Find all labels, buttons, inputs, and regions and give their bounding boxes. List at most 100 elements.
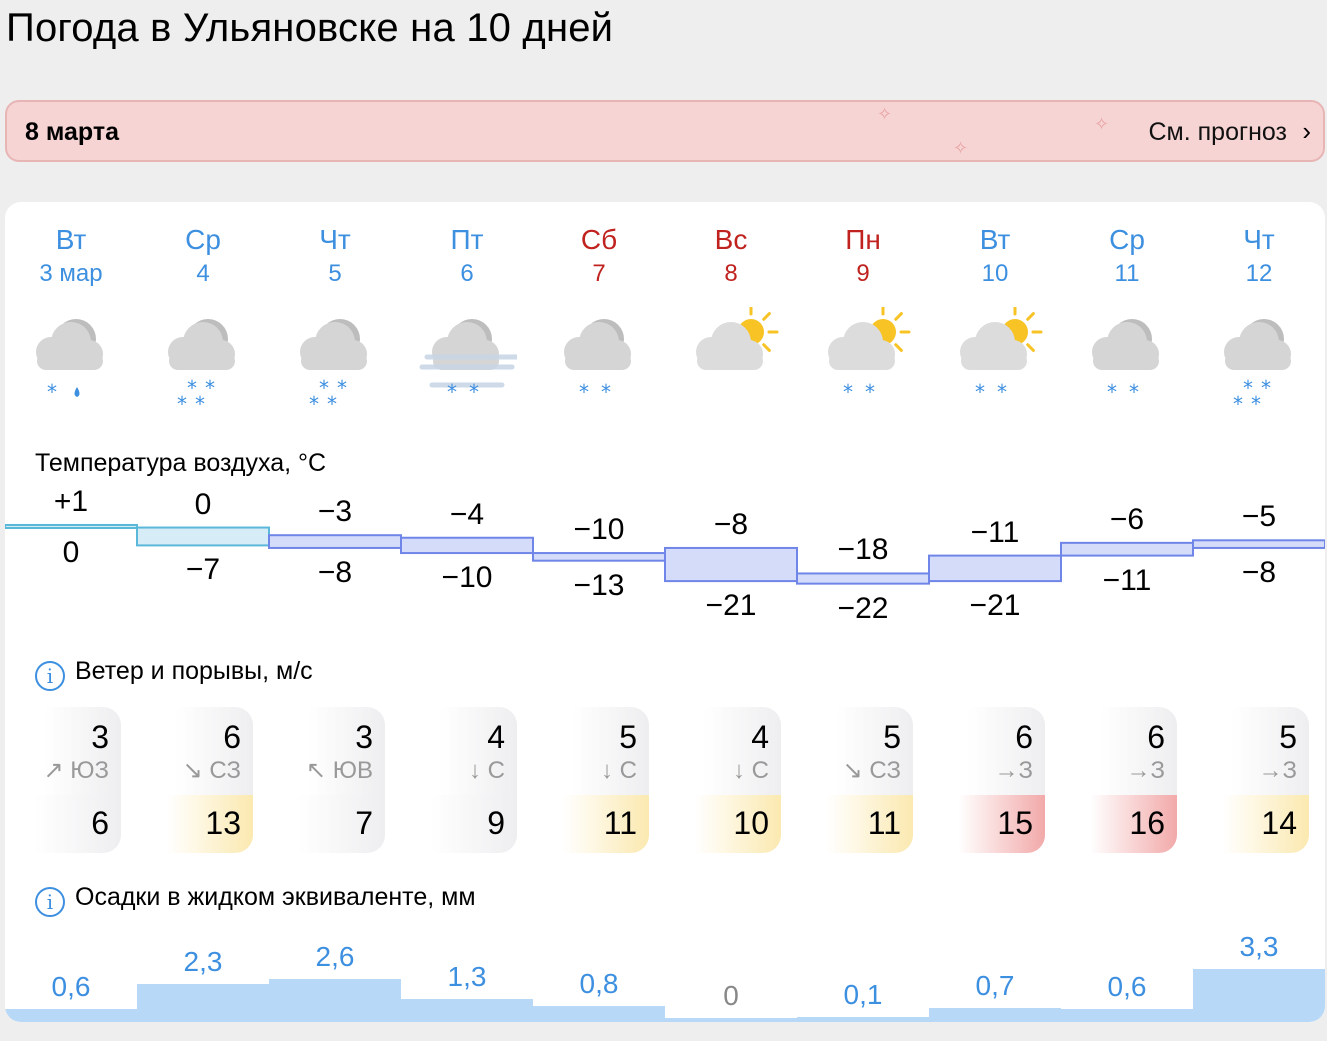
day-date: 10 — [981, 260, 1009, 287]
temp-band — [1192, 539, 1325, 549]
wind-card: 6 →З 15 — [949, 707, 1045, 853]
day-date: 4 — [196, 260, 210, 287]
info-icon[interactable]: i — [35, 887, 65, 917]
temp-band — [400, 536, 534, 555]
svg-text:*: * — [997, 380, 1007, 404]
day-of-week: Чт — [319, 224, 351, 255]
precip-value: 0,8 — [579, 968, 619, 999]
day-date: 3 мар — [39, 260, 103, 287]
temp-min: −10 — [441, 561, 493, 595]
temp-max: −10 — [573, 513, 625, 547]
day-of-week: Вт — [55, 224, 87, 255]
temp-band — [928, 554, 1062, 583]
day-of-week: Вт — [979, 224, 1011, 255]
wind-gust: 7 — [355, 805, 373, 841]
temp-max: −18 — [837, 533, 889, 567]
temp-band — [796, 572, 930, 585]
day-of-week: Ср — [1109, 224, 1145, 255]
svg-text:*: * — [177, 392, 187, 416]
wind-card: 5 ↓ С 11 — [553, 707, 649, 853]
svg-text:*: * — [865, 380, 875, 404]
sun-cloud-snow-icon: * * — [813, 304, 913, 417]
temp-min: −13 — [573, 568, 625, 602]
wind-card: 3 ↖ ЮВ 7 — [289, 707, 385, 853]
banner-date: 8 марта — [25, 118, 120, 146]
wind-direction: ↘ СЗ — [842, 757, 901, 784]
sparkle-icon: ✧ — [1094, 114, 1110, 134]
wind-gust: 16 — [1129, 805, 1165, 841]
cloud-heavy-snow-icon: * * * * — [153, 307, 253, 417]
sparkle-icon: ✧ — [953, 138, 969, 158]
cloud-snow-icon: * * — [1077, 307, 1177, 417]
svg-text:*: * — [1129, 380, 1139, 404]
precip-value: 0 — [723, 980, 739, 1011]
day-of-week: Чт — [1243, 224, 1275, 255]
wind-speed: 5 — [883, 719, 901, 755]
temp-min: −21 — [705, 589, 757, 623]
precip-bar — [269, 979, 401, 1022]
wind-gust: 11 — [603, 805, 637, 841]
see-forecast-link[interactable]: См. прогноз — [1148, 118, 1288, 146]
wind-direction: ↗ ЮЗ — [43, 757, 109, 784]
cloud-snow-rain-icon: * — [21, 307, 121, 417]
svg-text:*: * — [1233, 392, 1243, 416]
wind-direction: ↓ С — [601, 757, 637, 784]
wind-gust: 6 — [91, 805, 109, 841]
wind-speed: 6 — [1147, 719, 1165, 755]
day-date: 8 — [724, 260, 738, 287]
wind-gust: 11 — [867, 805, 901, 841]
temp-min: −11 — [1102, 563, 1152, 597]
precip-value: 0,7 — [975, 969, 1015, 1001]
precip-bar — [1193, 968, 1325, 1022]
temp-band — [5, 524, 138, 529]
day-date: 12 — [1245, 260, 1273, 287]
svg-text:*: * — [205, 376, 215, 400]
svg-text:*: * — [579, 380, 589, 404]
temp-band — [268, 534, 402, 549]
wind-direction: ↘ СЗ — [182, 757, 241, 784]
temp-section-title: Температура воздуха, °C — [35, 449, 327, 477]
day-of-week: Сб — [580, 224, 618, 255]
svg-text:*: * — [47, 380, 57, 404]
svg-text:*: * — [1251, 392, 1261, 416]
svg-text:*: * — [1107, 380, 1117, 404]
temp-band — [532, 552, 666, 562]
wind-direction: ↓ С — [733, 757, 769, 784]
temperature-chart — [5, 524, 1325, 585]
sun-cloud-snow-icon: * * — [945, 304, 1045, 417]
temp-max: +1 — [53, 485, 89, 518]
precip-bar — [5, 1009, 137, 1022]
wind-speed: 4 — [751, 719, 769, 755]
wind-card: 4 ↓ С 10 — [685, 707, 781, 853]
wind-gust: 9 — [487, 805, 505, 841]
precip-bar — [929, 1007, 1061, 1022]
precip-section-title: i Осадки в жидком эквиваленте, мм — [35, 882, 476, 917]
precip-bar — [665, 1018, 797, 1022]
wind-gust: 15 — [997, 805, 1033, 841]
wind-gust: 13 — [205, 805, 241, 841]
temp-min: −22 — [837, 591, 889, 625]
info-icon[interactable]: i — [35, 661, 65, 691]
precip-value: 0,6 — [1107, 971, 1147, 1002]
temp-min: −8 — [317, 555, 353, 589]
precip-bar — [533, 1006, 665, 1022]
precip-value: 0,6 — [51, 971, 91, 1002]
cloud-heavy-snow-icon: * * * * — [285, 307, 385, 417]
wind-card: 4 ↓ С 9 — [421, 707, 517, 853]
precip-bar — [797, 1016, 929, 1022]
temp-min: 0 — [62, 536, 80, 569]
wind-speed: 5 — [1279, 719, 1297, 755]
svg-text:*: * — [1261, 376, 1271, 400]
precip-bar — [137, 983, 269, 1022]
precip-bar — [1061, 1009, 1193, 1022]
day-date: 11 — [1114, 260, 1140, 287]
temp-band — [1060, 541, 1194, 557]
day-date: 9 — [856, 260, 870, 287]
wind-direction: ↓ С — [469, 757, 505, 784]
cloud-heavy-snow-icon: * * * * — [1209, 307, 1309, 417]
day-of-week: Ср — [185, 224, 221, 255]
chevron-right-icon: › — [1302, 116, 1311, 146]
wind-speed: 3 — [91, 719, 109, 755]
temp-max: −6 — [1109, 502, 1145, 536]
holiday-banner[interactable]: 8 марта ✧ ✧ ✧ См. прогноз › — [5, 100, 1325, 162]
